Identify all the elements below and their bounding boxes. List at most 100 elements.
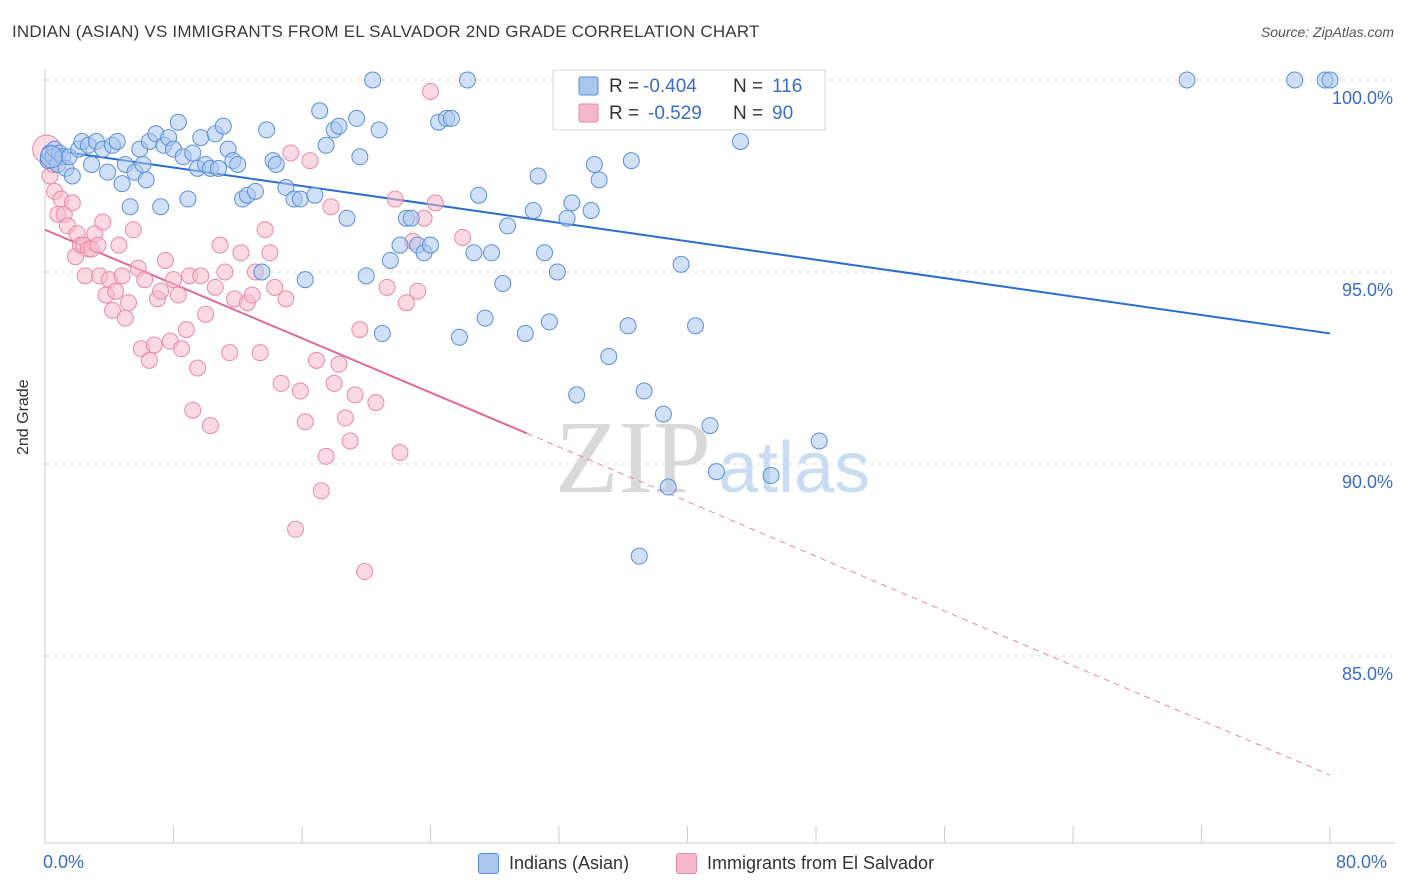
chart-title: INDIAN (ASIAN) VS IMMIGRANTS FROM EL SAL… xyxy=(12,22,760,41)
data-point-el-salvador xyxy=(291,382,309,400)
data-point-indians xyxy=(209,159,227,177)
data-point-el-salvador xyxy=(251,344,269,362)
data-point-indians xyxy=(214,117,232,135)
data-point-indians xyxy=(494,275,512,293)
series-el-salvador-points xyxy=(32,83,472,581)
y-tick-label: 85.0% xyxy=(1342,664,1393,684)
legend-n-value-2: 90 xyxy=(772,103,793,124)
data-point-el-salvador xyxy=(307,351,325,369)
data-point-el-salvador xyxy=(177,321,195,339)
data-point-indians xyxy=(277,179,295,197)
data-point-el-salvador xyxy=(391,443,409,461)
legend-r-value-1: -0.404 xyxy=(643,76,697,97)
data-point-el-salvador xyxy=(189,359,207,377)
data-point-indians xyxy=(338,209,356,227)
y-axis-label: 2nd Grade xyxy=(15,379,32,455)
watermark: ZIP atlas xyxy=(555,400,870,515)
data-point-el-salvador xyxy=(426,194,444,212)
data-point-el-salvador xyxy=(378,278,396,296)
data-point-el-salvador xyxy=(272,374,290,392)
data-point-indians xyxy=(701,417,719,435)
data-point-indians xyxy=(267,155,285,173)
data-point-el-salvador xyxy=(216,263,234,281)
data-point-el-salvador xyxy=(206,278,224,296)
data-point-el-salvador xyxy=(282,144,300,162)
trend-line-indians xyxy=(44,148,1331,335)
data-point-indians xyxy=(152,198,170,216)
legend-swatch-el-salvador-bottom xyxy=(676,853,697,874)
data-point-el-salvador xyxy=(140,351,158,369)
data-point-el-salvador xyxy=(107,282,125,300)
data-point-el-salvador xyxy=(184,401,202,419)
data-point-indians xyxy=(246,182,264,200)
data-point-indians xyxy=(192,129,210,147)
data-point-el-salvador xyxy=(317,447,335,465)
data-point-indians xyxy=(585,155,603,173)
data-point-el-salvador xyxy=(277,290,295,308)
data-point-indians xyxy=(516,324,534,342)
legend-n-label-2: N = xyxy=(733,103,763,124)
data-point-indians xyxy=(370,121,388,139)
data-point-indians xyxy=(351,148,369,166)
data-point-indians xyxy=(470,186,488,204)
data-point-el-salvador xyxy=(409,282,427,300)
legend-label-indians: Indians (Asian) xyxy=(509,853,630,873)
data-point-indians xyxy=(499,217,517,235)
data-point-el-salvador xyxy=(113,267,131,285)
data-point-indians xyxy=(622,152,640,170)
data-point-indians xyxy=(442,109,460,127)
data-point-indians xyxy=(137,171,155,189)
data-point-el-salvador xyxy=(397,294,415,312)
legend-n-value-1: 116 xyxy=(772,76,802,97)
data-point-indians xyxy=(348,109,366,127)
data-point-indians xyxy=(630,547,648,565)
data-point-indians xyxy=(357,267,375,285)
data-point-indians xyxy=(558,209,576,227)
data-point-indians xyxy=(540,313,558,331)
data-point-indians xyxy=(590,171,608,189)
legend-swatch-indians xyxy=(578,76,599,96)
data-point-indians xyxy=(529,167,547,185)
legend-item-indians[interactable]: Indians (Asian) xyxy=(478,853,629,874)
data-point-indians xyxy=(296,271,314,289)
data-point-el-salvador xyxy=(232,244,250,262)
data-point-el-salvador xyxy=(94,213,112,231)
data-point-indians xyxy=(458,71,476,89)
data-point-el-salvador xyxy=(136,271,154,289)
data-point-indians xyxy=(113,175,131,193)
data-point-indians xyxy=(169,113,187,131)
series-indians-points xyxy=(39,71,1339,565)
legend-r-value-2: -0.529 xyxy=(648,103,702,124)
data-point-indians xyxy=(63,167,81,185)
legend-top: R = -0.404 N = 116 R = -0.529 N = 90 xyxy=(552,69,826,131)
data-point-el-salvador xyxy=(287,520,305,538)
data-point-indians xyxy=(600,347,618,365)
data-point-indians xyxy=(810,432,828,450)
data-point-indians xyxy=(229,155,247,173)
grid-lines xyxy=(45,79,1395,657)
legend-item-el-salvador[interactable]: Immigrants from El Salvador xyxy=(676,853,934,874)
data-point-el-salvador xyxy=(336,409,354,427)
data-point-el-salvador xyxy=(116,309,134,327)
legend-swatch-indians-bottom xyxy=(478,853,499,874)
data-point-indians xyxy=(391,236,409,254)
data-point-indians xyxy=(291,190,309,208)
y-tick-label: 100.0% xyxy=(1332,88,1393,108)
data-point-indians xyxy=(1178,71,1196,89)
data-point-indians xyxy=(134,155,152,173)
data-point-el-salvador xyxy=(197,305,215,323)
data-point-indians xyxy=(311,102,329,120)
data-point-el-salvador xyxy=(266,278,284,296)
y-tick-labels: 85.0% 90.0% 95.0% 100.0% xyxy=(1332,88,1393,684)
data-point-el-salvador xyxy=(211,236,229,254)
data-point-indians xyxy=(635,382,653,400)
legend-r-label-2: R = xyxy=(609,103,639,124)
data-point-indians xyxy=(465,244,483,262)
data-point-el-salvador xyxy=(454,228,472,246)
x-tick-label-min: 0.0% xyxy=(43,852,85,872)
data-point-el-salvador xyxy=(330,355,348,373)
y-tick-label: 90.0% xyxy=(1342,472,1393,492)
data-point-indians xyxy=(253,263,271,281)
watermark-atlas: atlas xyxy=(718,428,870,508)
